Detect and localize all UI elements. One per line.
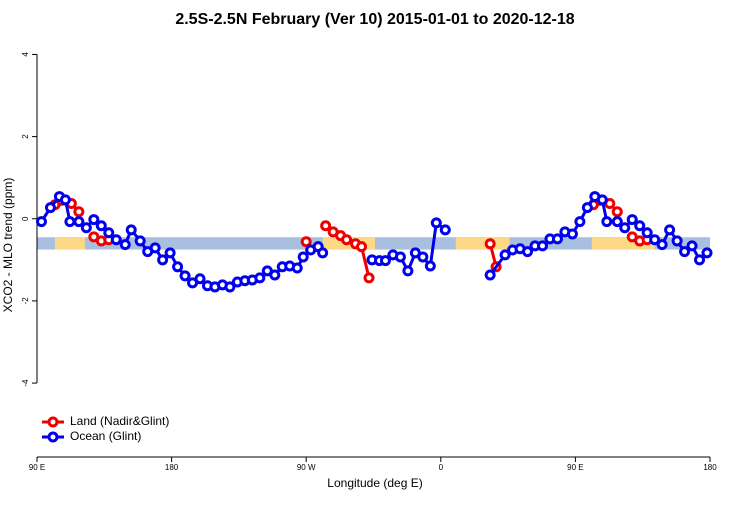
x-axis-label: Longitude (deg E) — [327, 476, 422, 490]
data-point — [522, 246, 534, 258]
data-point — [356, 241, 368, 253]
data-point — [566, 228, 578, 240]
data-point — [619, 222, 631, 234]
data-point — [269, 269, 281, 281]
data-point — [95, 220, 107, 232]
data-point — [499, 249, 511, 261]
legend-marker — [47, 416, 59, 428]
data-point — [44, 202, 56, 214]
x-tick-label: 0 — [439, 463, 444, 472]
legend-label: Ocean (Glint) — [70, 429, 141, 443]
data-point — [686, 240, 698, 252]
data-point — [88, 214, 100, 226]
data-point — [601, 216, 613, 228]
data-point — [119, 239, 131, 251]
legend-label: Land (Nadir&Glint) — [70, 414, 169, 428]
data-point — [224, 281, 236, 293]
y-tick-label: -2 — [21, 297, 30, 305]
data-point — [394, 251, 406, 263]
data-point — [430, 217, 442, 229]
data-point — [157, 254, 169, 266]
data-point — [73, 206, 85, 218]
data-point — [194, 273, 206, 285]
data-point — [611, 216, 623, 228]
x-tick-label: 90 W — [297, 463, 316, 472]
data-point — [80, 222, 92, 234]
data-point — [484, 269, 496, 281]
data-point — [649, 234, 661, 246]
data-point — [59, 194, 71, 206]
data-point — [439, 224, 451, 236]
y-tick-label: 2 — [21, 134, 30, 139]
chart-title: 2.5S-2.5N February (Ver 10) 2015-01-01 t… — [175, 11, 574, 28]
data-point — [341, 234, 353, 246]
data-point — [671, 235, 683, 247]
data-point — [626, 214, 638, 226]
data-point — [164, 247, 176, 259]
y-axis-label: XCO2 - MLO trend (ppm) — [1, 178, 15, 313]
data-point — [417, 251, 429, 263]
x-tick-label: 90 E — [29, 463, 45, 472]
data-point — [134, 235, 146, 247]
data-point — [634, 220, 646, 232]
x-tick-label: 180 — [165, 463, 179, 472]
y-tick-label: 4 — [21, 52, 30, 57]
data-point — [254, 272, 266, 284]
y-tick-label: 0 — [21, 216, 30, 221]
data-point — [679, 246, 691, 258]
data-point — [664, 224, 676, 236]
data-point — [424, 260, 436, 272]
data-point — [581, 202, 593, 214]
data-point — [363, 272, 375, 284]
x-tick-label: 90 E — [567, 463, 583, 472]
data-point — [64, 216, 76, 228]
data-point — [656, 239, 668, 251]
data-point — [317, 247, 329, 259]
data-point — [73, 216, 85, 228]
data-point — [149, 242, 161, 254]
data-point — [379, 255, 391, 267]
land-range — [54, 237, 85, 250]
data-point — [574, 216, 586, 228]
data-point — [172, 261, 184, 273]
legend-marker — [47, 431, 59, 443]
data-point — [596, 194, 608, 206]
data-point — [611, 206, 623, 218]
y-tick-label: -4 — [21, 379, 30, 387]
data-point — [641, 227, 653, 239]
data-point — [110, 234, 122, 246]
data-point — [297, 251, 309, 263]
data-point — [551, 233, 563, 245]
data-point — [694, 254, 706, 266]
data-point — [402, 265, 414, 277]
data-point — [484, 238, 496, 250]
land-range — [455, 237, 510, 250]
x-tick-label: 180 — [703, 463, 717, 472]
data-point — [291, 262, 303, 274]
data-point — [103, 227, 115, 239]
data-point — [320, 220, 332, 232]
data-point — [701, 247, 713, 259]
data-point — [125, 224, 137, 236]
data-point — [536, 240, 548, 252]
data-point — [300, 236, 312, 248]
series-line — [488, 194, 709, 276]
data-point — [35, 216, 47, 228]
data-point — [179, 270, 191, 282]
